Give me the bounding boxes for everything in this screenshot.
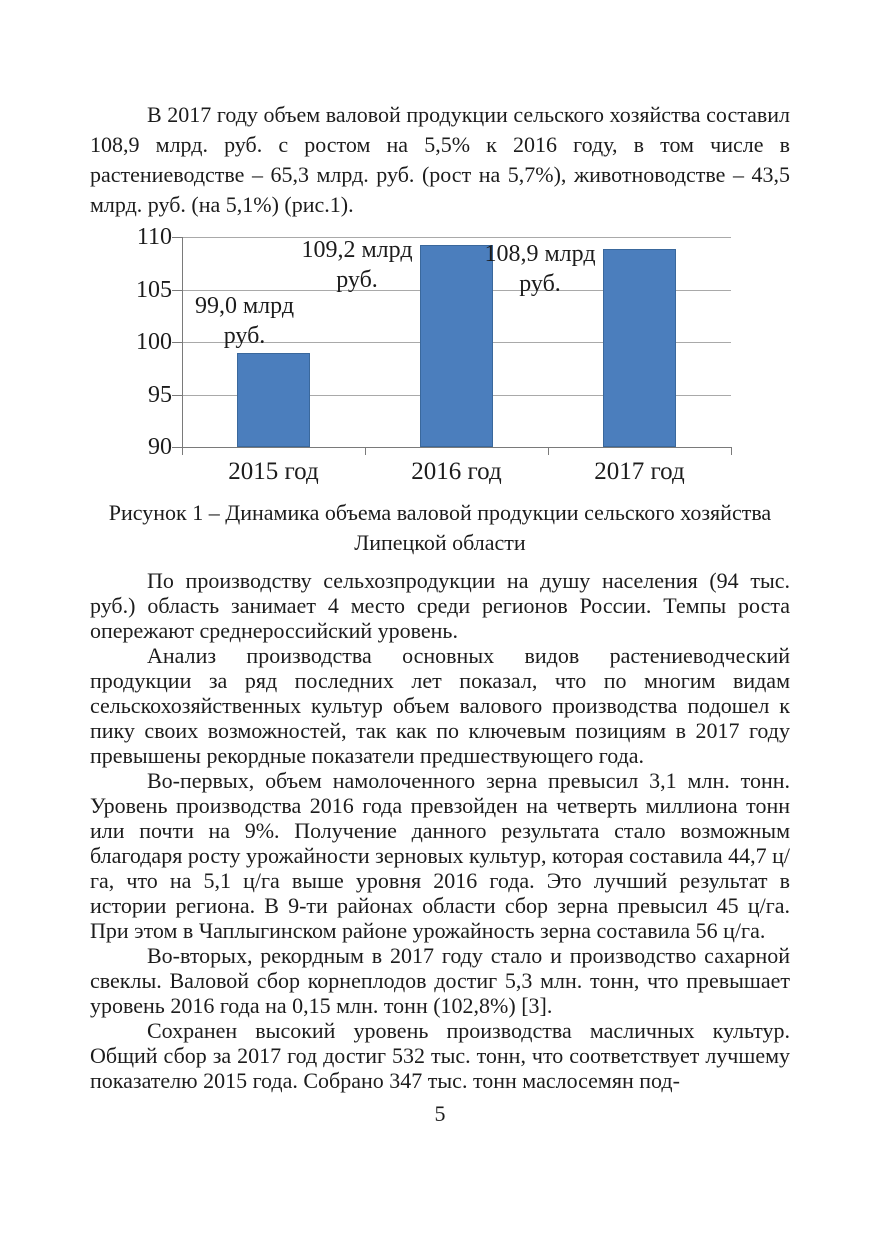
y-axis-label: 110 bbox=[136, 224, 172, 250]
y-axis-label: 100 bbox=[136, 329, 172, 355]
y-axis-tick bbox=[172, 342, 182, 343]
y-axis-tick bbox=[172, 394, 182, 396]
y-axis-line bbox=[182, 237, 183, 447]
x-category-label: 2015 год bbox=[228, 458, 319, 485]
x-axis-tick bbox=[731, 447, 732, 455]
figure-caption: Рисунок 1 – Динамика объема валовой прод… bbox=[108, 500, 772, 555]
paragraph-per-capita: По производству сельхозпродукции на душу… bbox=[90, 568, 790, 643]
paragraph-grain: Во-первых, объем намолоченного зерна пре… bbox=[90, 768, 790, 943]
bar-2015-год bbox=[237, 352, 310, 447]
y-axis-label: 105 bbox=[136, 276, 172, 303]
paragraph-intro: В 2017 году объем валовой продукции сель… bbox=[90, 102, 790, 217]
y-axis-label: 90 bbox=[148, 434, 172, 460]
y-axis-label: 95 bbox=[148, 381, 172, 408]
paragraph-analysis: Анализ производства основных видов расте… bbox=[90, 643, 790, 768]
gridline bbox=[182, 237, 731, 238]
bar-data-label: 99,0 млрд руб. bbox=[194, 292, 295, 349]
x-axis-tick bbox=[182, 447, 183, 455]
paragraph-sugar-beet: Во-вторых, рекордным в 2017 году стало и… bbox=[90, 943, 790, 1018]
x-category-label: 2016 год bbox=[411, 458, 502, 485]
figure-1-bar-chart: 90 95 100 105 110 99,0 млрд руб. 2015 год 109,2… bbox=[90, 224, 790, 492]
bar-2016-год bbox=[420, 245, 493, 447]
y-axis-tick bbox=[172, 289, 182, 291]
y-axis-tick bbox=[172, 447, 182, 448]
bar-data-label: 109,2 млрд руб. bbox=[301, 237, 413, 294]
gridline bbox=[182, 447, 731, 448]
x-axis-tick bbox=[365, 447, 366, 455]
paragraph-oil-crops: Сохранен высокий уровень производства ма… bbox=[90, 1018, 790, 1093]
bar-2017-год bbox=[603, 248, 676, 447]
y-axis-tick bbox=[172, 237, 182, 238]
page-number: 5 bbox=[434, 1101, 446, 1126]
x-category-label: 2017 год bbox=[594, 458, 685, 485]
bar-data-label: 108,9 млрд руб. bbox=[484, 240, 596, 297]
x-axis-tick bbox=[548, 447, 549, 455]
